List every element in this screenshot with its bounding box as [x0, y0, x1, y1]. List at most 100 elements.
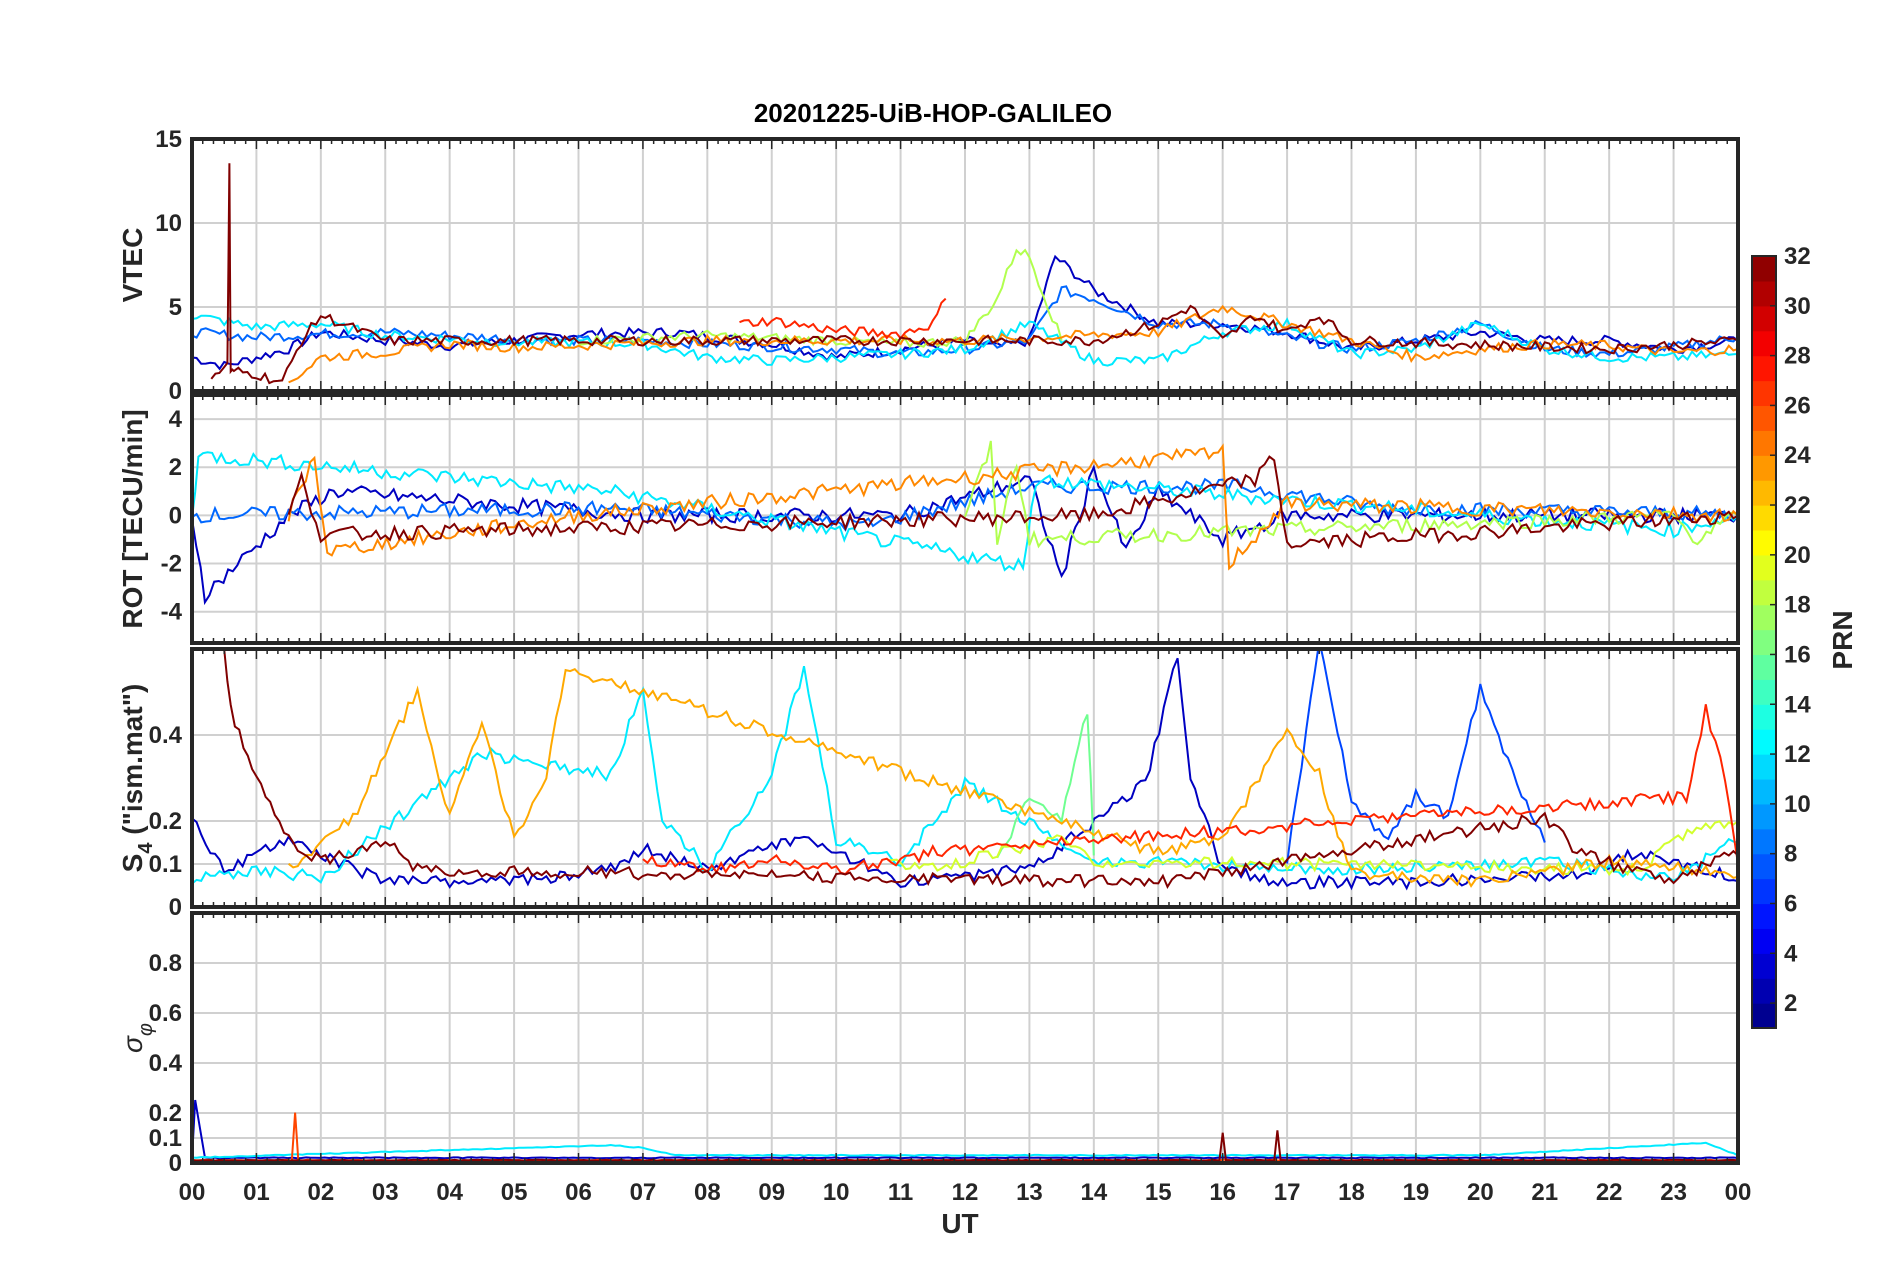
- panel-sigma_phi: 00.10.2 0.4 0.6 0.8 σφ: [117, 911, 1740, 1177]
- x-tick-label: 03: [372, 1179, 399, 1206]
- y-axis-label: ROT [TECU/min]: [117, 409, 148, 628]
- colorbar-tick-label: 14: [1784, 691, 1811, 718]
- colorbar-band: [1752, 654, 1776, 680]
- colorbar-band: [1752, 853, 1776, 880]
- colorbar-label: PRN: [1827, 610, 1858, 669]
- colorbar-band: [1752, 604, 1776, 631]
- series-line-prn-32: [223, 649, 1738, 889]
- y-tick-label: 15: [155, 126, 182, 153]
- series-line-prn-18: [578, 248, 1063, 349]
- x-tick-label: 23: [1660, 1179, 1687, 1206]
- x-tick-label: 00: [179, 1179, 206, 1206]
- x-tick-label: 12: [952, 1179, 979, 1206]
- x-tick-label: 15: [1145, 1179, 1172, 1206]
- colorbar-tick-label: 30: [1784, 293, 1811, 320]
- y-tick-label: -2: [161, 551, 182, 578]
- x-tick-label: 04: [436, 1179, 463, 1206]
- y-tick-label: 0.1: [149, 851, 182, 878]
- x-tick-label: 08: [694, 1179, 721, 1206]
- colorbar-tick-label: 8: [1784, 841, 1797, 868]
- colorbar-band: [1752, 579, 1776, 606]
- y-tick-label: -4: [161, 599, 183, 626]
- colorbar-band: [1752, 355, 1776, 382]
- x-tick-label: 07: [630, 1179, 657, 1206]
- y-tick-label: 4: [169, 406, 183, 433]
- y-tick-label: 0.1: [149, 1125, 182, 1152]
- colorbar-band: [1752, 754, 1776, 780]
- series-line-prn-3: [192, 254, 1738, 371]
- series-line-prn-16: [996, 714, 1095, 859]
- y-tick-label: 0.2: [149, 1100, 182, 1127]
- series-line-prn-24: [287, 443, 1738, 571]
- colorbar-tick-label: 12: [1784, 741, 1811, 768]
- colorbar-band: [1752, 480, 1776, 506]
- x-tick-label: 09: [758, 1179, 785, 1206]
- x-tick-label: 19: [1403, 1179, 1430, 1206]
- y-tick-label: 0: [169, 1150, 182, 1177]
- series-line-prn-12: [192, 314, 1738, 367]
- colorbar-tick-label: 20: [1784, 542, 1811, 569]
- colorbar-band: [1752, 704, 1776, 730]
- series-line-prn-32: [192, 1130, 1738, 1162]
- colorbar-tick-label: 10: [1784, 791, 1811, 818]
- y-tick-label: 2: [169, 454, 182, 481]
- colorbar-tick-label: 2: [1784, 990, 1797, 1017]
- series-line-prn-27: [642, 704, 1738, 876]
- x-tick-label: 11: [888, 1179, 913, 1206]
- x-tick-label: 21: [1531, 1179, 1558, 1206]
- y-tick-label: 10: [155, 210, 182, 237]
- colorbar-band: [1752, 529, 1776, 556]
- colorbar-band: [1752, 679, 1776, 705]
- colorbar-band: [1752, 629, 1776, 656]
- x-axis-label: UT: [941, 1208, 978, 1239]
- colorbar-tick-label: 32: [1784, 243, 1811, 270]
- x-tick-label: 05: [501, 1179, 528, 1206]
- x-tick-label: 18: [1338, 1179, 1365, 1206]
- series-line-prn-32: [287, 455, 1738, 550]
- colorbar-band: [1752, 430, 1776, 456]
- series-line-prn-23: [287, 668, 1738, 888]
- colorbar-tick-label: 28: [1784, 343, 1811, 370]
- x-tick-label: 02: [307, 1179, 334, 1206]
- colorbar-band: [1752, 978, 1776, 1004]
- x-tick-label: 10: [823, 1179, 850, 1206]
- colorbar-band: [1752, 554, 1776, 581]
- colorbar-band: [1752, 729, 1776, 755]
- y-tick-label: 0.4: [149, 1050, 183, 1077]
- series-line-prn-7: [1286, 649, 1546, 864]
- colorbar-band: [1752, 380, 1776, 407]
- x-tick-label: 06: [565, 1179, 592, 1206]
- series-line-prn-3: [192, 464, 1738, 606]
- colorbar-band: [1752, 953, 1776, 979]
- y-tick-label: 5: [169, 294, 182, 321]
- x-tick-label: 13: [1016, 1179, 1043, 1206]
- colorbar-tick-label: 26: [1784, 392, 1811, 419]
- colorbar-band: [1752, 305, 1776, 332]
- panel-VTEC: 0 5 10 15 VTEC: [117, 126, 1740, 405]
- x-tick-label: 01: [243, 1179, 270, 1206]
- series-group: [192, 649, 1738, 891]
- colorbar-band: [1752, 803, 1776, 830]
- colorbar-band: [1752, 778, 1776, 805]
- chart-title: 20201225-UiB-HOP-GALILEO: [754, 98, 1112, 128]
- y-tick-label: 0.6: [149, 1000, 182, 1027]
- colorbar-frame: [1751, 255, 1777, 1029]
- series-line-prn-8: [192, 477, 1738, 532]
- colorbar-band: [1752, 828, 1776, 855]
- colorbar-tick-label: 16: [1784, 641, 1811, 668]
- y-axis-label: σφ: [117, 1023, 157, 1053]
- y-tick-label: 0: [169, 378, 182, 405]
- series-line-prn-24: [288, 304, 1738, 384]
- y-tick-label: 0: [169, 502, 182, 529]
- series-group: [192, 163, 1738, 385]
- series-line-prn-3: [192, 1099, 1738, 1160]
- panel-S4: 0 0.1 0.2 0.4S4 ("ism.mat"): [117, 647, 1740, 921]
- y-tick-label: 0: [169, 894, 182, 921]
- colorbar-band: [1752, 256, 1776, 282]
- y-tick-label: 0.4: [149, 722, 183, 749]
- colorbar-tick-label: 6: [1784, 890, 1797, 917]
- series-line-prn-32: [210, 163, 1738, 385]
- x-tick-label: 00: [1725, 1179, 1752, 1206]
- colorbar-band: [1752, 928, 1776, 954]
